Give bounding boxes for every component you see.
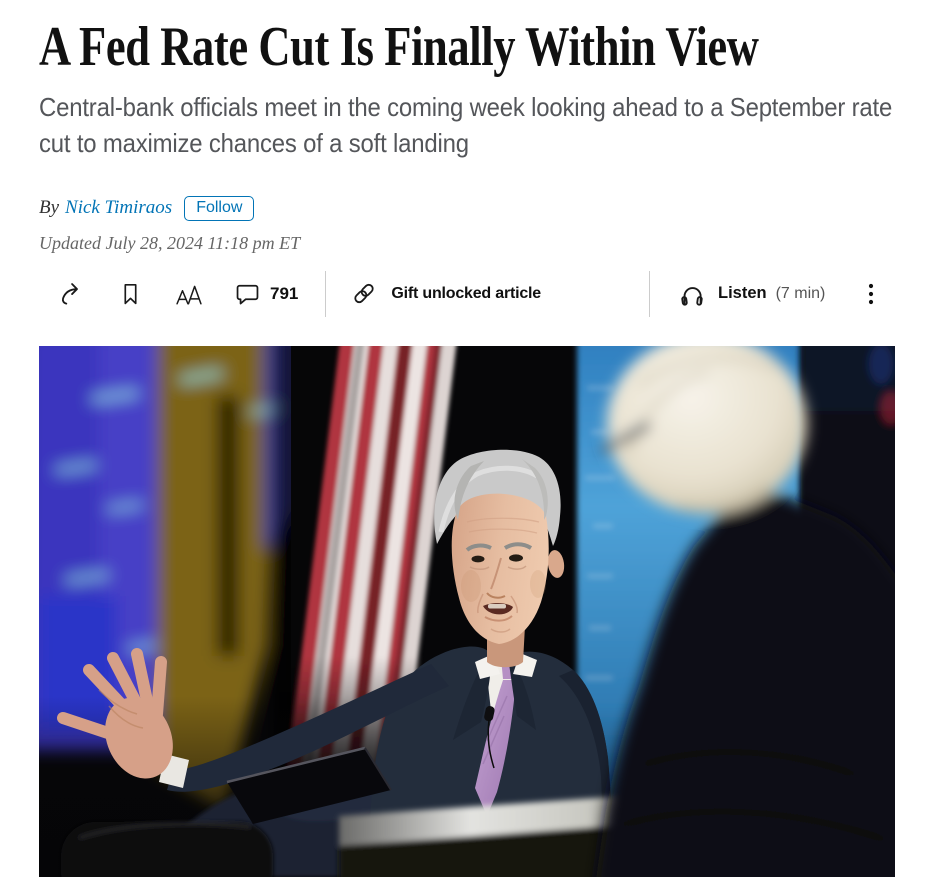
gift-link-icon bbox=[354, 283, 374, 304]
comment-count: 791 bbox=[270, 283, 299, 303]
article-headline: A Fed Rate Cut Is Finally Within View bbox=[39, 16, 759, 78]
updated-timestamp: Updated July 28, 2024 11:18 pm ET bbox=[39, 232, 301, 253]
follow-button[interactable]: Follow bbox=[184, 195, 255, 221]
american-flag bbox=[275, 345, 475, 796]
share-icon bbox=[61, 283, 78, 305]
share-button[interactable] bbox=[59, 280, 86, 307]
hero-photo-scene bbox=[39, 345, 895, 877]
text-size-button[interactable] bbox=[174, 281, 204, 307]
more-options-button[interactable] bbox=[863, 277, 879, 311]
powell-head bbox=[434, 449, 565, 644]
gift-label: Gift unlocked article bbox=[391, 284, 541, 302]
interviewer-figure bbox=[596, 345, 895, 877]
text-size-icon bbox=[176, 285, 202, 305]
listen-duration: (7 min) bbox=[775, 284, 826, 302]
gift-article-button[interactable]: Gift unlocked article bbox=[350, 280, 541, 307]
article-page: A Fed Rate Cut Is Finally Within View Ce… bbox=[39, 16, 895, 877]
bookmark-icon bbox=[124, 283, 137, 304]
powell-hand bbox=[57, 647, 173, 779]
comments-button[interactable]: 791 bbox=[234, 281, 298, 307]
byline: By Nick Timiraos Follow bbox=[39, 195, 895, 221]
toolbar-divider bbox=[325, 270, 327, 317]
author-link[interactable]: Nick Timiraos bbox=[65, 197, 173, 218]
comment-icon bbox=[236, 284, 259, 304]
toolbar-divider bbox=[649, 270, 650, 317]
listen-label: Listen bbox=[718, 284, 767, 302]
leather-chair bbox=[61, 821, 273, 877]
article-toolbar: 791 Gift unlocked article Listen (7 min) bbox=[39, 270, 895, 318]
article-subheadline: Central-bank officials meet in the comin… bbox=[39, 91, 893, 159]
listen-button[interactable]: Listen (7 min) bbox=[678, 280, 825, 308]
article-hero-image bbox=[39, 345, 895, 877]
byline-prefix: By bbox=[39, 197, 60, 218]
save-button[interactable] bbox=[118, 281, 143, 307]
vertical-ellipsis-icon bbox=[868, 283, 874, 304]
headphones-icon bbox=[681, 286, 703, 306]
